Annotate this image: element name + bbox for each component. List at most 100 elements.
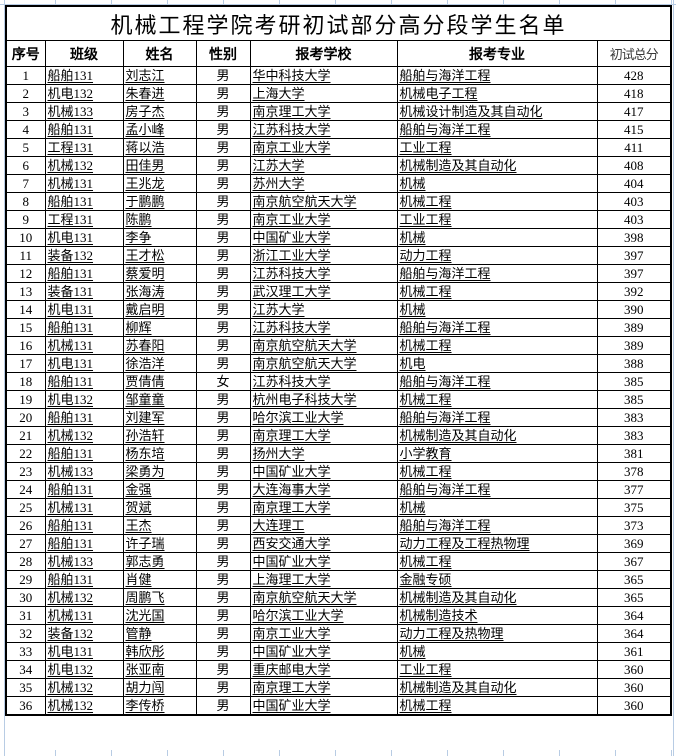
cell-gender[interactable]: 男 [195, 318, 251, 337]
cell-index[interactable]: 6 [5, 156, 46, 175]
cell-name[interactable]: 许子瑞 [122, 534, 197, 553]
cell-class[interactable]: 机械132 [44, 426, 124, 445]
cell-index[interactable]: 1 [5, 66, 46, 85]
cell-score[interactable]: 360 [596, 660, 672, 679]
cell-major[interactable]: 机械工程 [396, 192, 598, 211]
col-header-name[interactable]: 姓名 [122, 40, 197, 67]
cell-gender[interactable]: 男 [195, 156, 251, 175]
cell-score[interactable]: 360 [596, 678, 672, 697]
cell-school[interactable]: 江苏科技大学 [249, 372, 398, 391]
cell-score[interactable]: 403 [596, 192, 672, 211]
cell-class[interactable]: 船舶131 [44, 570, 124, 589]
cell-class[interactable]: 机械132 [44, 588, 124, 607]
cell-school[interactable]: 南京航空航天大学 [249, 354, 398, 373]
cell-index[interactable]: 5 [5, 138, 46, 157]
cell-score[interactable]: 383 [596, 408, 672, 427]
cell-index[interactable]: 32 [5, 624, 46, 643]
cell-class[interactable]: 船舶131 [44, 318, 124, 337]
cell-name[interactable]: 胡力闯 [122, 678, 197, 697]
cell-index[interactable]: 9 [5, 210, 46, 229]
cell-class[interactable]: 船舶131 [44, 120, 124, 139]
cell-school[interactable]: 江苏科技大学 [249, 264, 398, 283]
cell-major[interactable]: 动力工程 [396, 246, 598, 265]
cell-gender[interactable]: 男 [195, 336, 251, 355]
cell-major[interactable]: 工业工程 [396, 138, 598, 157]
cell-major[interactable]: 机械制造及其自动化 [396, 156, 598, 175]
cell-major[interactable]: 金融专硕 [396, 570, 598, 589]
cell-index[interactable]: 36 [5, 696, 46, 716]
cell-index[interactable]: 13 [5, 282, 46, 301]
cell-gender[interactable]: 男 [195, 516, 251, 535]
cell-name[interactable]: 孙浩轩 [122, 426, 197, 445]
cell-school[interactable]: 上海理工大学 [249, 570, 398, 589]
cell-gender[interactable]: 男 [195, 678, 251, 697]
cell-score[interactable]: 389 [596, 318, 672, 337]
cell-score[interactable]: 398 [596, 228, 672, 247]
cell-school[interactable]: 中国矿业大学 [249, 462, 398, 481]
cell-gender[interactable]: 男 [195, 552, 251, 571]
cell-gender[interactable]: 男 [195, 588, 251, 607]
cell-score[interactable]: 383 [596, 426, 672, 445]
cell-class[interactable]: 装备132 [44, 624, 124, 643]
cell-major[interactable]: 船舶与海洋工程 [396, 318, 598, 337]
cell-class[interactable]: 机械132 [44, 678, 124, 697]
cell-class[interactable]: 船舶131 [44, 516, 124, 535]
cell-class[interactable]: 机电131 [44, 300, 124, 319]
cell-major[interactable]: 机械 [396, 642, 598, 661]
cell-score[interactable]: 428 [596, 66, 672, 85]
cell-name[interactable]: 梁勇为 [122, 462, 197, 481]
cell-score[interactable]: 365 [596, 570, 672, 589]
cell-index[interactable]: 14 [5, 300, 46, 319]
cell-name[interactable]: 蒋以浩 [122, 138, 197, 157]
cell-class[interactable]: 机械133 [44, 552, 124, 571]
cell-gender[interactable]: 女 [195, 372, 251, 391]
cell-index[interactable]: 31 [5, 606, 46, 625]
cell-class[interactable]: 装备131 [44, 282, 124, 301]
cell-gender[interactable]: 男 [195, 102, 251, 121]
cell-score[interactable]: 373 [596, 516, 672, 535]
cell-name[interactable]: 房子杰 [122, 102, 197, 121]
cell-score[interactable]: 397 [596, 246, 672, 265]
cell-major[interactable]: 机械 [396, 498, 598, 517]
cell-major[interactable]: 船舶与海洋工程 [396, 372, 598, 391]
cell-score[interactable]: 369 [596, 534, 672, 553]
cell-class[interactable]: 船舶131 [44, 264, 124, 283]
cell-index[interactable]: 21 [5, 426, 46, 445]
cell-class[interactable]: 船舶131 [44, 480, 124, 499]
cell-class[interactable]: 机电132 [44, 390, 124, 409]
cell-index[interactable]: 22 [5, 444, 46, 463]
cell-gender[interactable]: 男 [195, 246, 251, 265]
cell-name[interactable]: 韩欣彤 [122, 642, 197, 661]
cell-major[interactable]: 船舶与海洋工程 [396, 408, 598, 427]
cell-gender[interactable]: 男 [195, 138, 251, 157]
cell-gender[interactable]: 男 [195, 390, 251, 409]
cell-name[interactable]: 陈鹏 [122, 210, 197, 229]
cell-class[interactable]: 船舶131 [44, 444, 124, 463]
cell-name[interactable]: 徐浩洋 [122, 354, 197, 373]
cell-score[interactable]: 392 [596, 282, 672, 301]
cell-name[interactable]: 邹童童 [122, 390, 197, 409]
cell-class[interactable]: 机械131 [44, 606, 124, 625]
cell-class[interactable]: 机械131 [44, 174, 124, 193]
cell-index[interactable]: 19 [5, 390, 46, 409]
cell-class[interactable]: 机电131 [44, 228, 124, 247]
cell-index[interactable]: 27 [5, 534, 46, 553]
cell-gender[interactable]: 男 [195, 354, 251, 373]
cell-score[interactable]: 390 [596, 300, 672, 319]
cell-school[interactable]: 南京航空航天大学 [249, 336, 398, 355]
cell-index[interactable]: 34 [5, 660, 46, 679]
cell-index[interactable]: 18 [5, 372, 46, 391]
cell-index[interactable]: 3 [5, 102, 46, 121]
cell-gender[interactable]: 男 [195, 642, 251, 661]
cell-name[interactable]: 管静 [122, 624, 197, 643]
cell-major[interactable]: 机械工程 [396, 696, 598, 716]
cell-major[interactable]: 动力工程及热物理 [396, 624, 598, 643]
cell-class[interactable]: 机电131 [44, 354, 124, 373]
cell-name[interactable]: 李传桥 [122, 696, 197, 716]
cell-school[interactable]: 南京理工大学 [249, 426, 398, 445]
cell-gender[interactable]: 男 [195, 480, 251, 499]
cell-gender[interactable]: 男 [195, 534, 251, 553]
cell-index[interactable]: 16 [5, 336, 46, 355]
cell-index[interactable]: 35 [5, 678, 46, 697]
cell-name[interactable]: 戴启明 [122, 300, 197, 319]
